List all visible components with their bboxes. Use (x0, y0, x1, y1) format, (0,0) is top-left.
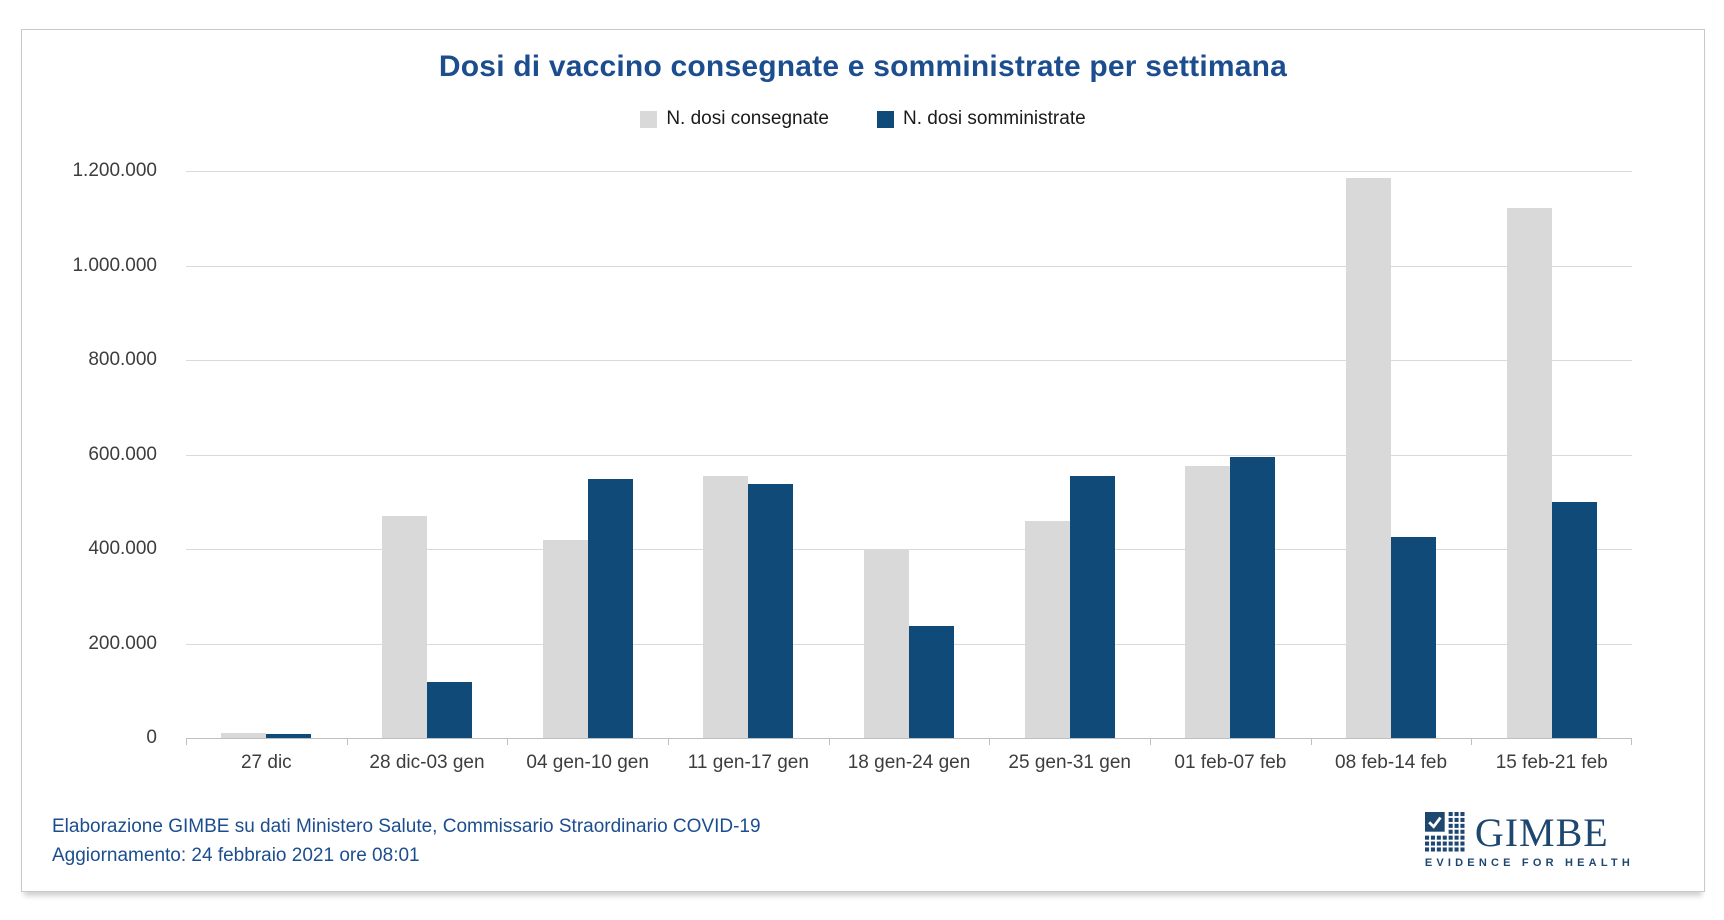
legend-label-consegnate: N. dosi consegnate (666, 108, 829, 129)
bar-group-9 (1471, 171, 1632, 738)
x-axis-tick (1631, 738, 1632, 745)
bar-consegnate-3 (542, 540, 588, 738)
bar-group-8 (1311, 171, 1472, 738)
x-axis-tick (186, 738, 187, 745)
y-axis-label: 200.000 (88, 633, 157, 654)
gimbe-logo: GIMBE EVIDENCE FOR HEALTH (1424, 810, 1634, 869)
x-axis-tick (989, 738, 991, 745)
x-axis-label: 28 dic-03 gen (369, 752, 485, 773)
gimbe-logo-text: GIMBE (1474, 810, 1609, 855)
bar-somministrate-1 (266, 734, 312, 738)
bar-group-6 (989, 171, 1150, 738)
x-axis-label: 08 feb-14 feb (1335, 752, 1448, 773)
y-axis-label: 800.000 (88, 349, 157, 370)
chart-plot-area: 1.200.000 1.000.000 800.000 600.000 400.000 2… (72, 160, 1632, 748)
bar-consegnate-5 (864, 549, 910, 738)
legend-item-consegnate: N. dosi consegnate (640, 108, 829, 130)
legend-item-somministrate: N. dosi somministrate (877, 108, 1086, 130)
y-axis-label: 0 (146, 727, 157, 748)
x-axis-tick (1310, 738, 1312, 745)
bar-somministrate-4 (748, 484, 794, 738)
y-axis-label: 600.000 (88, 444, 157, 465)
bar-somministrate-2 (427, 682, 472, 738)
bar-group-4 (668, 171, 829, 738)
x-axis-label: 27 dic (240, 752, 292, 773)
gridline (186, 360, 1632, 361)
legend-swatch-consegnate-icon (640, 110, 658, 128)
x-axis-label: 04 gen-10 gen (526, 752, 649, 773)
bar-somministrate-9 (1551, 502, 1597, 738)
bar-consegnate-8 (1346, 178, 1392, 738)
gridline (186, 455, 1632, 456)
bar-consegnate-4 (703, 476, 749, 738)
x-axis-label: 01 feb-07 feb (1174, 752, 1287, 773)
x-axis-labels: 27 dic 28 dic-03 gen 04 gen-10 gen 11 gen-1… (186, 752, 1632, 774)
x-axis-label: 11 gen-17 gen (687, 752, 809, 773)
footer-source-line: Elaborazione GIMBE su dati Ministero Sal… (52, 816, 761, 837)
x-axis-label: 15 feb-21 feb (1495, 752, 1608, 773)
x-axis-label: 18 gen-24 gen (847, 752, 971, 773)
bar-groups (186, 171, 1632, 738)
x-axis-tick (667, 738, 669, 745)
bar-group-2 (347, 171, 508, 738)
bar-group-3 (507, 171, 668, 738)
y-axis-label: 1.000.000 (72, 255, 157, 276)
y-axis-label: 1.200.000 (72, 160, 157, 181)
chart-footer: Elaborazione GIMBE su dati Ministero Sal… (52, 812, 761, 870)
chart-card: Dosi di vaccino consegnate e somministra… (21, 29, 1705, 892)
bar-somministrate-7 (1230, 457, 1276, 738)
bar-consegnate-9 (1506, 208, 1552, 738)
x-axis-label: 25 gen-31 gen (1008, 752, 1131, 773)
x-axis-tick (507, 738, 509, 745)
bar-somministrate-3 (587, 479, 633, 738)
x-axis-line (186, 738, 1632, 739)
bar-somministrate-6 (1069, 476, 1115, 738)
bar-group-5 (829, 171, 990, 738)
x-axis-tick (1471, 738, 1473, 745)
gimbe-logo-tagline: EVIDENCE FOR HEALTH (1424, 857, 1634, 869)
bar-somministrate-8 (1391, 537, 1437, 738)
bar-group-1 (186, 171, 347, 738)
gridline (186, 171, 1632, 172)
bar-somministrate-5 (909, 626, 955, 738)
x-axis-tick (346, 738, 348, 745)
bar-consegnate-6 (1024, 521, 1070, 738)
page-title: Dosi di vaccino consegnate e somministra… (438, 50, 1288, 83)
legend-swatch-somministrate-icon (877, 110, 894, 128)
gridline (186, 266, 1632, 267)
x-axis-tick (1149, 738, 1151, 745)
bar-group-7 (1150, 171, 1311, 738)
gimbe-logo-icon (1424, 812, 1465, 852)
bar-consegnate-7 (1185, 466, 1231, 738)
legend-label-somministrate: N. dosi somministrate (903, 108, 1086, 129)
bar-consegnate-1 (221, 733, 267, 738)
chart-legend: N. dosi consegnate N. dosi somministrate (22, 108, 1704, 130)
y-axis-label: 400.000 (88, 538, 157, 559)
bar-consegnate-2 (382, 516, 427, 738)
footer-update-line: Aggiornamento: 24 febbraio 2021 ore 08:0… (52, 845, 420, 866)
x-axis-tick (828, 738, 830, 745)
